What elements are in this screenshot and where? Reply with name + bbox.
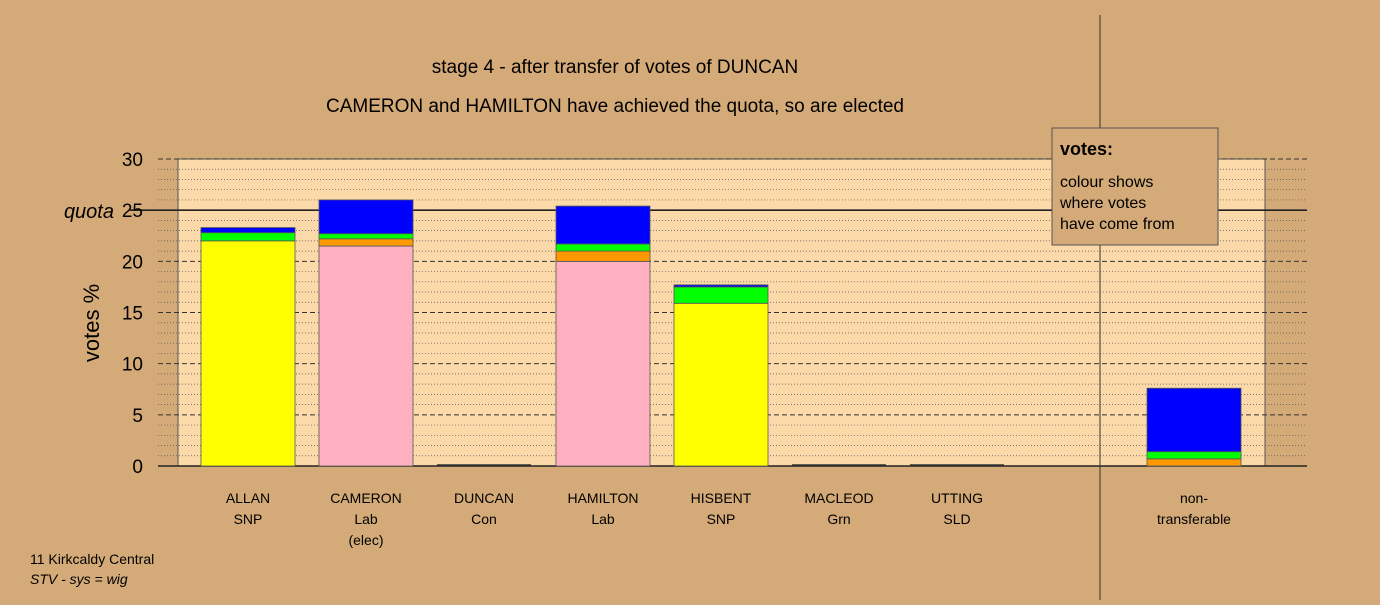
bar-segment <box>318 233 414 240</box>
legend: votes: colour shows where votes have com… <box>1051 127 1219 246</box>
bar-segment <box>673 286 769 304</box>
x-axis-labels: ALLAN SNP CAMERON Lab (elec) DUNCAN Con HAMILTO… <box>226 490 1231 548</box>
bar-segment <box>200 232 296 242</box>
x-tick-label: MACLEOD <box>804 490 873 506</box>
chart-title: stage 4 - after transfer of votes of DUN… <box>432 57 798 78</box>
x-tick-label: UTTING <box>931 490 983 506</box>
x-tick-label: SNP <box>234 511 263 527</box>
x-tick-label: SLD <box>943 511 970 527</box>
bar-segment <box>1146 451 1242 460</box>
y-tick-label: 15 <box>122 304 143 325</box>
y-tick-label: 5 <box>132 406 143 427</box>
y-tick-label: 20 <box>122 252 143 273</box>
y-tick-label: 30 <box>122 150 143 171</box>
legend-line-2: where votes <box>1059 195 1146 212</box>
y-tick-label: 25 <box>122 201 143 222</box>
bar-segment <box>673 302 769 467</box>
footer-constituency: 11 Kirkcaldy Central <box>30 551 154 567</box>
x-tick-label: Lab <box>354 511 378 527</box>
bar-segment <box>673 284 769 288</box>
x-tick-label: Grn <box>827 511 850 527</box>
bar-segment <box>318 199 414 235</box>
bar-segment <box>555 205 651 245</box>
bar-segment <box>555 243 651 252</box>
x-tick-label: Lab <box>591 511 615 527</box>
bar-segment <box>200 240 296 467</box>
legend-title: votes: <box>1060 139 1113 159</box>
x-tick-label: DUNCAN <box>454 490 514 506</box>
x-tick-label: (elec) <box>348 532 383 548</box>
legend-line-3: have come from <box>1060 216 1175 233</box>
x-tick-label: HISBENT <box>691 490 752 506</box>
bars <box>200 199 1242 467</box>
chart-subtitle: CAMERON and HAMILTON have achieved the q… <box>326 96 904 117</box>
y-axis-label: votes % <box>79 284 104 362</box>
x-tick-label: Con <box>471 511 497 527</box>
legend-line-1: colour shows <box>1060 174 1153 191</box>
bar-segment <box>200 227 296 234</box>
bar-segment <box>1146 458 1242 467</box>
y-tick-label: 0 <box>132 457 143 478</box>
x-tick-label: non- <box>1180 490 1208 506</box>
footer-system: STV - sys = wig <box>30 571 128 587</box>
x-tick-label: transferable <box>1157 511 1231 527</box>
bar-segment <box>318 245 414 467</box>
bar-segment <box>555 250 651 262</box>
bar-segment <box>555 260 651 467</box>
y-tick-label: 10 <box>122 355 143 376</box>
x-tick-label: SNP <box>707 511 736 527</box>
x-tick-label: ALLAN <box>226 490 270 506</box>
bar-segment <box>1146 387 1242 453</box>
legend-box <box>1051 127 1219 246</box>
x-tick-label: CAMERON <box>330 490 402 506</box>
quota-label: quota <box>64 201 114 223</box>
bar-segment <box>318 238 414 247</box>
x-tick-label: HAMILTON <box>567 490 638 506</box>
y-axis: 0 5 10 15 20 25 30 <box>122 150 143 478</box>
